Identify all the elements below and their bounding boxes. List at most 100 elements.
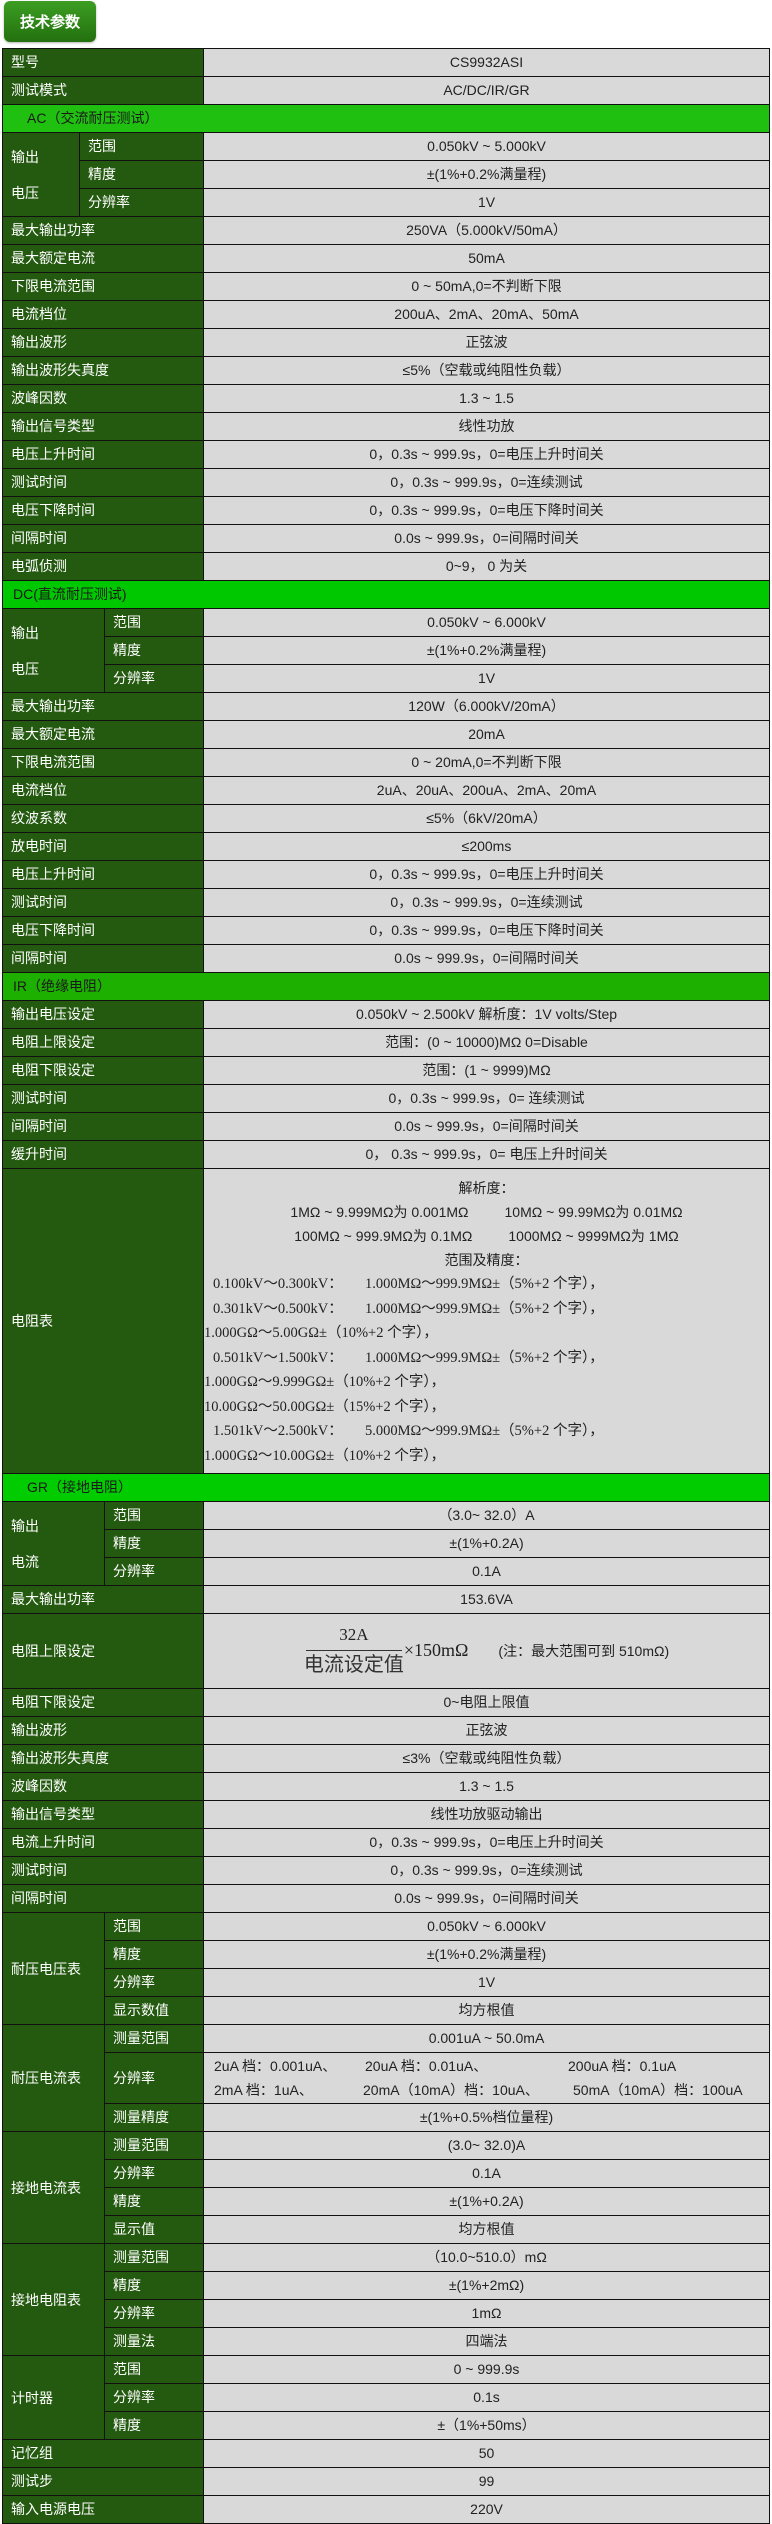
spec-label: 间隔时间 xyxy=(1,944,205,973)
spec-value: 0，0.3s ~ 999.9s，0=电压下降时间关 xyxy=(203,916,770,945)
spec-row: 输出波形失真度 ≤3%（空载或纯阻性负载） xyxy=(1,1744,770,1773)
accuracy-spec: 1.000MΩ～999.9MΩ±（5%+2 个字）， xyxy=(365,1349,604,1366)
spec-value: AC/DC/IR/GR xyxy=(203,76,770,105)
accuracy-line: 1.000GΩ～9.999GΩ±（10%+2 个字）， xyxy=(204,1370,769,1395)
sub-label: 范围 xyxy=(103,1501,205,1530)
spec-label: 输出电压设定 xyxy=(1,1000,205,1029)
spec-label: 测试步 xyxy=(1,2467,205,2496)
spec-row: 下限电流范围 0 ~ 20mA,0=不判断下限 xyxy=(1,748,770,777)
spec-value: 范围：(1 ~ 9999)MΩ xyxy=(203,1056,770,1085)
spec-value: 均方根值 xyxy=(203,1996,770,2025)
sub-label: 测量范围 xyxy=(103,2024,205,2053)
spec-row: 间隔时间 0.0s ~ 999.9s，0=间隔时间关 xyxy=(1,944,770,973)
voltage-range: 1.501kV～2.500kV： xyxy=(213,1423,343,1439)
spec-value: 均方根值 xyxy=(203,2215,770,2244)
spec-row: 电流档位 2uA、20uA、200uA、2mA、20mA xyxy=(1,776,770,805)
multiplier: ×150mΩ xyxy=(403,1640,469,1661)
sub-label: 分辨率 xyxy=(103,2383,205,2412)
accuracy-line: 0.301kV～0.500kV： 1.000MΩ～999.9MΩ±（5%+2 个字… xyxy=(204,1297,769,1322)
resolution-item: 100MΩ ~ 999.9MΩ为 0.1MΩ xyxy=(294,1228,473,1244)
spec-row: 测试模式 AC/DC/IR/GR xyxy=(1,76,770,105)
group-label-line: 电流 xyxy=(11,1553,39,1570)
spec-row: 分辨率 1mΩ xyxy=(3,2299,770,2328)
spec-value: 0.050kV ~ 5.000kV xyxy=(203,132,770,161)
accuracy-spec: 5.000MΩ～999.9MΩ±（5%+2 个字）， xyxy=(365,1423,604,1439)
sub-label: 精度 xyxy=(78,160,205,189)
spec-row: 电压下降时间 0，0.3s ~ 999.9s，0=电压下降时间关 xyxy=(1,916,770,945)
spec-label: 电压下降时间 xyxy=(1,496,205,525)
spec-row: 间隔时间 0.0s ~ 999.9s，0=间隔时间关 xyxy=(1,524,770,553)
spec-row: 记忆组 50 xyxy=(1,2439,770,2468)
spec-row: 型号 CS9932ASI xyxy=(1,48,770,77)
spec-label: 型号 xyxy=(1,48,205,77)
sub-label: 分辨率 xyxy=(103,2052,205,2104)
spec-value: 0~电阻上限值 xyxy=(203,1688,770,1717)
spec-label: 测试模式 xyxy=(1,76,205,105)
resolution-title: 解析度： xyxy=(458,1180,515,1196)
section-header-ac: AC（交流耐压测试） xyxy=(2,104,770,133)
sub-label: 精度 xyxy=(103,636,205,665)
spec-value: 1V xyxy=(203,188,770,217)
sub-label: 分辨率 xyxy=(103,2159,205,2188)
spec-value: 0，0.3s ~ 999.9s，0=电压上升时间关 xyxy=(203,860,770,889)
spec-row: 分辨率 0.1A xyxy=(3,2159,770,2188)
spec-value: ≤5%（6kV/20mA） xyxy=(203,804,770,833)
section-title: AC（交流耐压测试） xyxy=(2,104,770,133)
accuracy-line: 1.000GΩ～10.00GΩ±（10%+2 个字）， xyxy=(204,1444,769,1469)
sub-label: 分辨率 xyxy=(103,2299,205,2328)
spec-row: 电流上升时间 0，0.3s ~ 999.9s，0=电压上升时间关 xyxy=(1,1828,770,1857)
spec-row: 电流档位 200uA、2mA、20mA、50mA xyxy=(1,300,770,329)
spec-row: 电阻表 解析度： 1MΩ ~ 9.999MΩ为 0.001MΩ 10MΩ ~ 99.9… xyxy=(1,1168,770,1474)
group-label: 接地电流表 xyxy=(2,2131,105,2244)
spec-row: 测量法 四端法 xyxy=(3,2327,770,2356)
sub-label: 分辨率 xyxy=(103,664,205,693)
sub-label: 分辨率 xyxy=(103,1557,205,1586)
spec-row: 电阻下限设定 范围：(1 ~ 9999)MΩ xyxy=(1,1056,770,1085)
spec-label: 最大输出功率 xyxy=(1,216,205,245)
spec-row: 下限电流范围 0 ~ 50mA,0=不判断下限 xyxy=(1,272,770,301)
spec-label: 输出波形 xyxy=(1,328,205,357)
spec-label: 测试时间 xyxy=(1,888,205,917)
spec-row: 缓升时间 0， 0.3s ~ 999.9s，0= 电压上升时间关 xyxy=(1,1140,770,1169)
spec-row: 间隔时间 0.0s ~ 999.9s，0=间隔时间关 xyxy=(1,1112,770,1141)
spec-row: 波峰因数 1.3 ~ 1.5 xyxy=(1,1772,770,1801)
group-label-line: 耐压电流表 xyxy=(11,2070,81,2086)
resolution-line: 1MΩ ~ 9.999MΩ为 0.001MΩ 10MΩ ~ 99.99MΩ为 0.… xyxy=(204,1200,769,1224)
spec-value: (3.0~ 32.0)A xyxy=(203,2131,770,2160)
spec-label: 缓升时间 xyxy=(1,1140,205,1169)
spec-row: 最大额定电流 20mA xyxy=(1,720,770,749)
spec-value: （10.0~510.0）mΩ xyxy=(203,2243,770,2272)
spec-row: 测试时间 0，0.3s ~ 999.9s，0=连续测试 xyxy=(1,468,770,497)
voltage-range: 0.501kV～1.500kV： xyxy=(213,1349,343,1366)
spec-value: 250VA（5.000kV/50mA） xyxy=(203,216,770,245)
spec-label: 测试时间 xyxy=(1,468,205,497)
spec-value: 四端法 xyxy=(203,2327,770,2356)
spec-value: ≤3%（空载或纯阻性负载） xyxy=(203,1744,770,1773)
spec-value: 0.050kV ~ 2.500kV 解析度：1V volts/Step xyxy=(203,1000,770,1029)
spec-label: 间隔时间 xyxy=(1,1884,205,1913)
spec-row: 电阻下限设定 0~电阻上限值 xyxy=(1,1688,770,1717)
spec-label: 下限电流范围 xyxy=(1,748,205,777)
spec-value: 0， 0.3s ~ 999.9s，0= 电压上升时间关 xyxy=(203,1140,770,1169)
spec-value: 0.1A xyxy=(203,2159,770,2188)
spec-row: 精度 ±(1%+2mΩ) xyxy=(3,2271,770,2300)
spec-value: ≤200ms xyxy=(203,832,770,861)
spec-label: 输出波形 xyxy=(1,1716,205,1745)
spec-value: 20mA xyxy=(203,720,770,749)
tech-params-tab-button[interactable]: 技术参数 xyxy=(4,1,96,42)
group-label: 输出 电流 xyxy=(2,1501,105,1586)
grid-cell: 50mA（10mA）档：100uA xyxy=(573,2082,743,2098)
spec-label: 输出信号类型 xyxy=(1,412,205,441)
spec-value: 200uA、2mA、20mA、50mA xyxy=(203,300,770,329)
spec-value: ±（1%+50ms） xyxy=(203,2411,770,2440)
spec-label: 电阻上限设定 xyxy=(1,1613,205,1689)
spec-value: 0，0.3s ~ 999.9s，0=电压上升时间关 xyxy=(203,1828,770,1857)
spec-value: 50mA xyxy=(203,244,770,273)
spec-row: 输出波形 正弦波 xyxy=(1,328,770,357)
group-label-line: 计时器 xyxy=(11,2389,53,2406)
spec-row: 电阻上限设定 范围：(0 ~ 10000)MΩ 0=Disable xyxy=(1,1028,770,1057)
spec-row: 输出 电压 范围 0.050kV ~ 5.000kV xyxy=(2,132,770,217)
spec-row: 分辨率 1V xyxy=(3,664,770,693)
resolution-grid: 2uA 档：0.001uA、 20uA 档：0.01uA、 200uA 档：0.1u… xyxy=(203,2052,770,2104)
spec-label: 输入电源电压 xyxy=(1,2495,205,2524)
